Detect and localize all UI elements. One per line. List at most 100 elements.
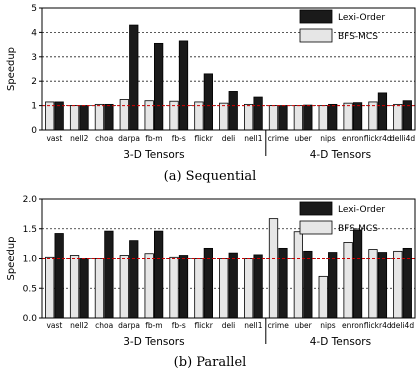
y-tick-label: 1.0	[23, 255, 38, 265]
y-tick-label: 3	[31, 53, 37, 63]
category-label: choa	[95, 134, 113, 143]
bar-bfs-mcs	[293, 105, 303, 131]
category-label: fb-m	[145, 321, 162, 330]
category-label: nips	[320, 321, 336, 330]
category-label: vast	[46, 134, 62, 143]
plot-frame	[41, 7, 416, 131]
bar-lexi-order	[228, 91, 238, 131]
bar-bfs-mcs	[94, 258, 105, 319]
category-label: nell2	[70, 321, 89, 330]
bar-bfs-mcs	[244, 258, 254, 319]
bar-lexi-order	[377, 252, 388, 319]
bar-lexi-order	[352, 102, 363, 131]
category-label: delli4d	[390, 134, 415, 143]
category-label: nell1	[244, 134, 263, 143]
y-tick-label: 1.5	[23, 225, 37, 235]
bar-lexi-order	[328, 252, 338, 319]
category-label: flickr4d	[364, 321, 392, 330]
bar-bfs-mcs	[69, 105, 80, 131]
category-label: vast	[46, 321, 62, 330]
legend-swatch-lexi-order	[299, 201, 333, 216]
y-tick-label: 0.0	[23, 314, 38, 324]
bar-bfs-mcs	[69, 255, 80, 319]
category-label: fb-s	[172, 321, 186, 330]
category-label: deli4d	[391, 321, 414, 330]
category-label: uber	[294, 134, 312, 143]
chart-panel-2: 0.0 0.5 1.0 1.5 2.0 Speedup vast nell2 choa darpa…	[6, 195, 416, 370]
group-label: 3-D Tensors	[123, 149, 184, 161]
category-label: deli	[222, 321, 236, 330]
category-label: deli	[222, 134, 236, 143]
category-label: nell2	[70, 134, 89, 143]
legend-label: Lexi-Order	[338, 13, 385, 23]
bar-bfs-mcs	[219, 258, 229, 319]
category-label: enron	[342, 321, 364, 330]
bar-lexi-order	[79, 105, 89, 131]
bar-lexi-order	[178, 40, 189, 131]
bar-lexi-order	[253, 96, 263, 131]
bar-lexi-order	[104, 230, 114, 319]
bar-bfs-mcs	[45, 101, 55, 131]
category-label: nips	[320, 134, 336, 143]
legend-swatch-lexi-order	[299, 9, 333, 24]
panel-caption: (b) Parallel	[174, 355, 247, 370]
bar-bfs-mcs	[169, 256, 179, 319]
y-axis-label: Speedup	[6, 47, 17, 91]
bar-bfs-mcs	[343, 242, 353, 319]
bar-bfs-mcs	[45, 256, 55, 319]
y-tick-label: 1	[31, 102, 37, 112]
bar-lexi-order	[352, 229, 363, 319]
y-tick-label: 2	[31, 77, 37, 87]
bar-bfs-mcs	[268, 218, 279, 319]
group-label: 4-D Tensors	[310, 336, 371, 348]
group-label: 3-D Tensors	[123, 336, 184, 348]
category-label: flickr	[194, 134, 213, 143]
bar-bfs-mcs	[393, 250, 403, 319]
bar-bfs-mcs	[94, 103, 105, 131]
bar-bfs-mcs	[194, 101, 204, 131]
bar-lexi-order	[104, 103, 114, 131]
bar-lexi-order	[253, 254, 263, 319]
bar-lexi-order	[303, 250, 313, 319]
bar-bfs-mcs	[368, 249, 378, 319]
bar-bfs-mcs	[219, 102, 229, 131]
legend-swatch-bfs-mcs	[299, 220, 333, 235]
bar-lexi-order	[228, 252, 238, 319]
category-label: uber	[294, 321, 312, 330]
legend-label: BFS-MCS	[338, 224, 378, 234]
bar-bfs-mcs	[368, 101, 378, 131]
bar-lexi-order	[153, 230, 164, 319]
y-tick-label: 4	[31, 28, 37, 38]
bar-lexi-order	[54, 233, 64, 319]
group-label: 4-D Tensors	[310, 149, 371, 161]
category-label: enron	[342, 134, 364, 143]
bar-lexi-order	[203, 73, 213, 131]
bar-bfs-mcs	[244, 103, 254, 131]
y-tick-label: 0.5	[23, 284, 37, 294]
bar-bfs-mcs	[343, 102, 353, 131]
panel-caption: (a) Sequential	[164, 169, 257, 184]
category-label: darpa	[118, 321, 140, 330]
category-label: choa	[95, 321, 113, 330]
bar-lexi-order	[129, 240, 139, 319]
y-tick-label: 2.0	[23, 195, 38, 205]
bar-lexi-order	[79, 258, 89, 319]
bar-lexi-order	[54, 101, 64, 131]
bar-bfs-mcs	[393, 103, 403, 131]
bar-bfs-mcs	[194, 258, 204, 319]
y-axis-label: Speedup	[6, 236, 17, 280]
y-tick-label: 5	[31, 4, 37, 14]
category-label: flickr	[194, 321, 213, 330]
bar-lexi-order	[278, 105, 288, 131]
legend-label: Lexi-Order	[338, 205, 385, 215]
category-label: crime	[268, 321, 290, 330]
bar-bfs-mcs	[119, 255, 129, 319]
category-label: darpa	[118, 134, 140, 143]
y-tick-label: 0	[31, 126, 37, 136]
category-label: flickr4d	[364, 134, 392, 143]
category-label: fb-m	[145, 134, 162, 143]
legend-swatch-bfs-mcs	[299, 28, 333, 43]
bar-bfs-mcs	[144, 253, 154, 319]
bar-lexi-order	[129, 24, 139, 131]
